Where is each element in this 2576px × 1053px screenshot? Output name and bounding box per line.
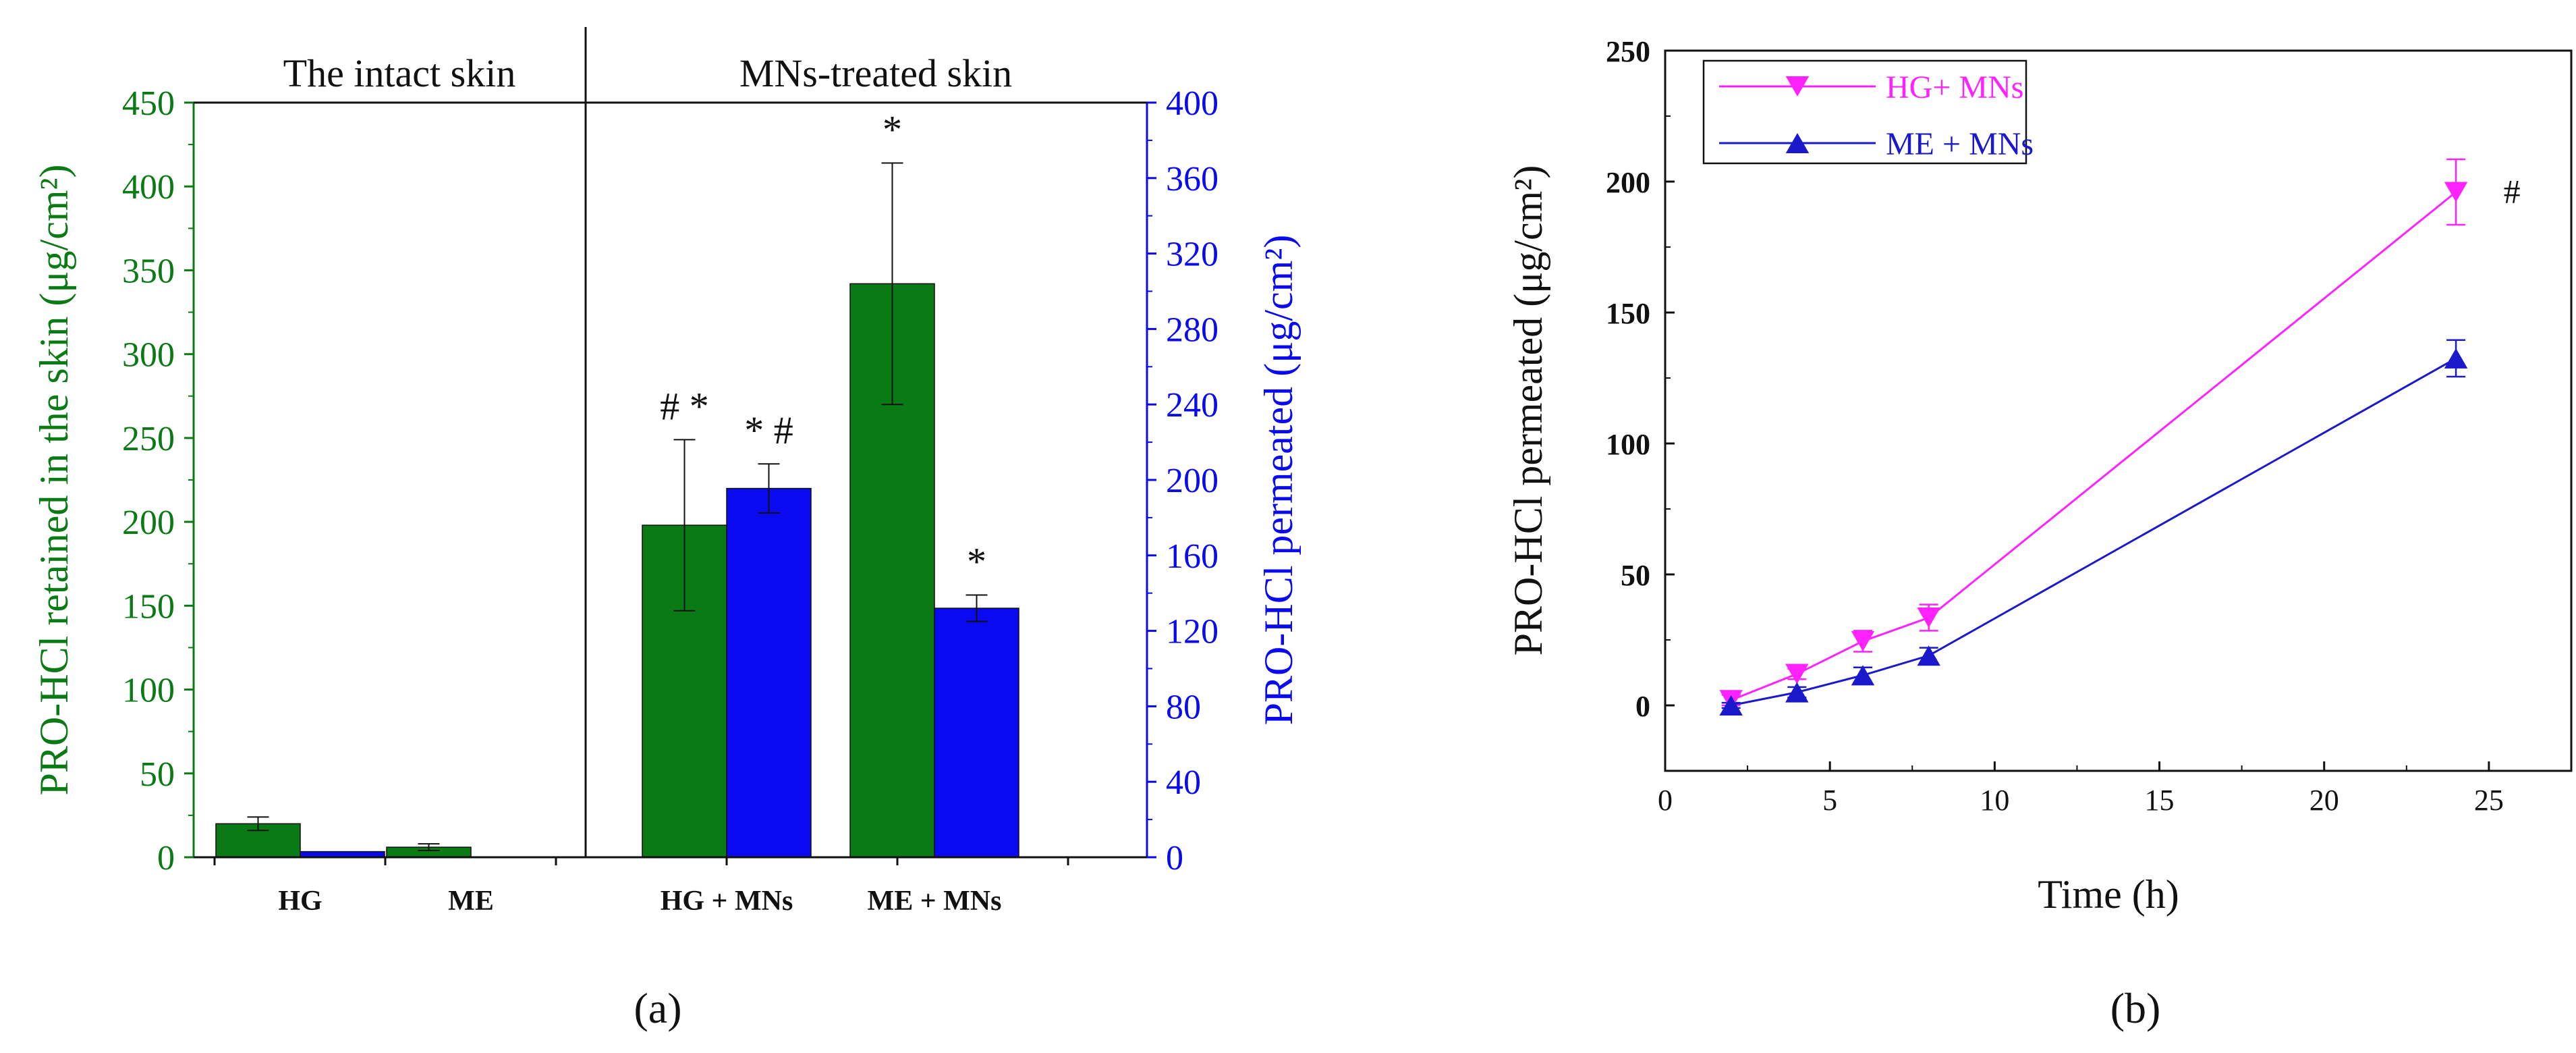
y-tick-label: 250 [1606,35,1650,68]
significance-annotations: # [2504,173,2521,211]
bar-group [215,283,1019,858]
data-point-marker [1851,630,1875,651]
x-tick-label: ME [448,886,494,917]
legend: HG+ MNs ME + MNs [1702,59,2034,165]
x-tick-label: 15 [2145,784,2175,817]
x-tick-label: 10 [1980,784,2009,817]
right-y-tick-label: 160 [1166,537,1219,576]
legend-label: ME + MNs [1886,126,2034,162]
section-label-mns: MNs-treated skin [739,51,1012,95]
left-y-axis-label: PRO-HCl retained in the skin (μg/cm²) [32,164,76,795]
left-y-ticks: 0 50 100 150 200 250 300 350 400 450 [122,84,194,878]
data-point-marker [1785,682,1809,703]
error-bar-group [247,162,988,852]
section-label-intact: The intact skin [283,51,516,95]
data-point-marker [1719,695,1743,716]
bar-chart-panel-a: # * * * # * 0 50 100 150 200 250 300 350 400 450 0 40… [32,27,1301,1032]
right-y-tick-label: 400 [1166,84,1219,123]
data-point-marker [1785,664,1809,684]
left-y-tick-label: 350 [122,252,175,290]
x-tick-label: 20 [2309,784,2339,817]
x-tick-marks: HG ME HG + MNs ME + MNs [213,857,1069,917]
x-tick-label: 5 [1822,784,1837,817]
significance-mark: * # [744,408,793,452]
right-y-tick-label: 320 [1166,236,1219,274]
right-y-tick-label: 240 [1166,386,1219,425]
y-tick-label: 200 [1606,166,1650,199]
panel-label-b: (b) [2110,984,2161,1032]
significance-mark: * [967,539,986,583]
y-tick-label: 50 [1621,559,1650,592]
left-y-tick-label: 300 [122,336,175,375]
legend-marker [1785,133,1810,153]
data-point-marker [1917,645,1940,666]
left-y-tick-label: 50 [140,755,175,794]
series-markers [1719,182,2468,716]
bar [726,487,812,858]
right-y-tick-label: 40 [1166,763,1201,802]
series-line [1731,191,2457,701]
significance-mark: * [883,107,902,151]
x-tick-label: 25 [2474,784,2504,817]
left-y-tick-label: 0 [157,839,175,878]
data-point-marker [1917,608,1940,628]
right-y-tick-label: 80 [1166,688,1201,726]
y-axis-label: PRO-HCl permeated (μg/cm²) [1506,165,1550,656]
left-y-tick-label: 400 [122,168,175,207]
y-tick-label: 0 [1635,690,1650,723]
x-axis-label: Time (h) [2038,872,2179,917]
left-y-tick-label: 150 [122,587,175,626]
legend-label: HG+ MNs [1886,70,2023,105]
left-y-tick-label: 200 [122,504,175,542]
left-y-tick-label: 450 [122,84,175,123]
bar [934,608,1019,858]
y-tick-label: 150 [1606,297,1650,330]
data-point-marker [2444,182,2468,202]
legend-box [1702,59,2027,165]
series-error-bars [1721,158,2466,709]
data-point-marker [2444,348,2468,369]
panel-label-a: (a) [634,984,681,1032]
x-tick-label: HG [278,886,322,917]
right-y-tick-label: 200 [1166,462,1219,500]
significance-annotations: # * * * # * [660,107,986,583]
series-lines [1731,191,2457,707]
significance-mark: # * [660,384,709,428]
y-tick-label: 100 [1606,428,1650,461]
legend-marker [1785,76,1810,97]
x-tick-label: HG + MNs [661,886,793,917]
plot-frame [1664,49,2573,772]
right-y-tick-label: 280 [1166,310,1219,349]
right-y-axis-label: PRO-HCl permeated (μg/cm²) [1256,235,1301,726]
x-tick-label: ME + MNs [868,886,1002,917]
left-y-tick-label: 250 [122,420,175,458]
significance-mark: # [2504,173,2521,211]
x-tick-label: 0 [1658,784,1673,817]
data-point-marker [1851,665,1875,686]
right-y-tick-label: 360 [1166,160,1219,198]
right-y-ticks: 0 40 80 120 160 200 240 280 320 360 400 [1147,84,1219,878]
right-y-tick-label: 0 [1166,839,1183,878]
left-y-tick-label: 100 [122,672,175,710]
right-y-tick-label: 120 [1166,613,1219,651]
